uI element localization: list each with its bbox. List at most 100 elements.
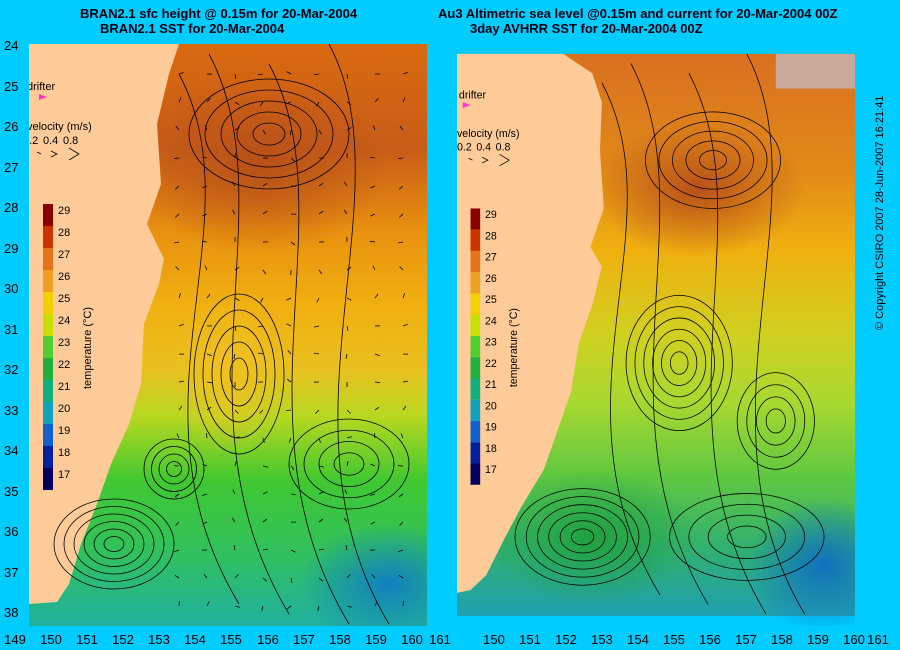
colorbar-tick-label: 20: [485, 400, 497, 412]
current-vector: [290, 577, 293, 583]
longitude-label: 161: [867, 632, 889, 647]
contour-line: [63, 506, 165, 582]
current-vector: [285, 409, 292, 411]
colorbar-tick-label: 26: [485, 273, 497, 285]
colorbar-swatch: [470, 229, 481, 251]
current-vector: [202, 463, 208, 467]
current-vector: [318, 182, 324, 187]
contour-line: [229, 357, 249, 391]
contour-line: [303, 429, 395, 499]
current-vector: [316, 297, 320, 303]
current-vector: [345, 545, 348, 551]
current-vector: [397, 157, 404, 159]
current-vector: [206, 98, 211, 103]
current-vector: [317, 605, 320, 611]
contour-line: [151, 446, 197, 492]
current-vector: [289, 129, 292, 136]
right-map-panel: drifter velocity (m/s) 0.2 0.4 0.8 29282…: [457, 53, 855, 626]
current-vector: [318, 577, 324, 582]
current-vector: [204, 125, 208, 131]
colorbar-swatch: [43, 292, 53, 314]
current-vector: [318, 548, 324, 551]
right-title-line1: Au3 Altimetric sea level @0.15m and curr…: [438, 6, 838, 21]
colorbar-tick-label: 25: [485, 294, 497, 306]
longitude-label: 150: [483, 632, 505, 647]
current-vector: [374, 293, 379, 299]
current-vector: [206, 601, 210, 607]
colorbar-tick-label: 23: [485, 337, 497, 349]
contour-line: [328, 44, 390, 625]
current-vector: [175, 125, 180, 131]
current-vector: [173, 157, 180, 159]
velocity-scale-2: 0.4: [476, 141, 491, 153]
latitude-label: 36: [4, 524, 19, 539]
current-vector: [202, 521, 208, 525]
current-vector: [290, 185, 297, 187]
colorbar-swatch: [43, 424, 53, 446]
longitude-label: 151: [76, 632, 98, 647]
colorbar-swatch: [470, 463, 481, 485]
current-vector: [258, 325, 264, 328]
latitude-label: 37: [4, 564, 19, 580]
current-vector: [346, 266, 352, 271]
contour-line: [514, 488, 651, 586]
longitude-label: 159: [365, 632, 387, 647]
current-vector: [260, 297, 264, 303]
contour-line: [268, 63, 350, 625]
contour-line: [143, 438, 205, 500]
current-vector: [286, 101, 292, 105]
current-vector: [346, 461, 349, 467]
latitude-label: 30: [4, 281, 19, 296]
current-vector: [290, 465, 295, 471]
current-vector: [343, 517, 348, 523]
colorbar-swatch: [470, 399, 481, 421]
current-vector: [399, 125, 404, 131]
warm-core-central: [169, 294, 289, 454]
warm-eddy-north: [592, 121, 805, 257]
current-vector: [178, 323, 184, 327]
colorbar-tick-label: 23: [58, 337, 70, 349]
colorbar-tick-label: 22: [58, 359, 70, 371]
current-vector: [206, 406, 212, 411]
contour-line: [688, 73, 767, 615]
longitude-label: 158: [771, 632, 793, 647]
contour-line: [193, 293, 285, 455]
current-vector: [398, 493, 404, 498]
current-vector: [344, 489, 348, 495]
current-vector: [262, 210, 268, 215]
current-vector: [402, 323, 408, 327]
contour-line: [220, 100, 318, 168]
current-vector: [262, 129, 266, 135]
latitude-label: 29: [4, 240, 19, 256]
colorbar-tick-label: 29: [485, 209, 497, 221]
latitude-label: 38: [4, 605, 19, 620]
contour-line: [661, 340, 698, 386]
contour-line: [537, 504, 629, 570]
colorbar-swatch: [470, 420, 481, 443]
contour-line: [630, 63, 709, 605]
current-vector: [399, 213, 404, 218]
current-vector: [370, 493, 376, 496]
drifter-label: drifter: [29, 81, 55, 93]
current-vector: [262, 518, 268, 523]
latitude-label: 27: [4, 159, 19, 175]
current-vector: [258, 73, 264, 76]
longitude-label: 153: [591, 632, 613, 647]
velocity-title: velocity (m/s): [29, 121, 92, 133]
colorbar-swatch: [43, 358, 53, 380]
current-vector: [175, 521, 180, 526]
colorbar-tick-label: 25: [58, 293, 70, 305]
current-vector: [343, 181, 348, 187]
current-vector: [398, 574, 404, 579]
current-vector: [398, 241, 404, 244]
colorbar-swatch: [470, 335, 481, 358]
current-vector: [346, 573, 351, 579]
current-vector: [318, 518, 324, 523]
current-vector: [290, 549, 296, 553]
current-vector: [233, 353, 236, 359]
current-vector: [318, 465, 324, 468]
longitude-label: 156: [257, 632, 279, 647]
colorbar-swatch: [470, 272, 481, 294]
latitude-label: 32: [4, 362, 19, 377]
current-vector: [174, 549, 180, 553]
